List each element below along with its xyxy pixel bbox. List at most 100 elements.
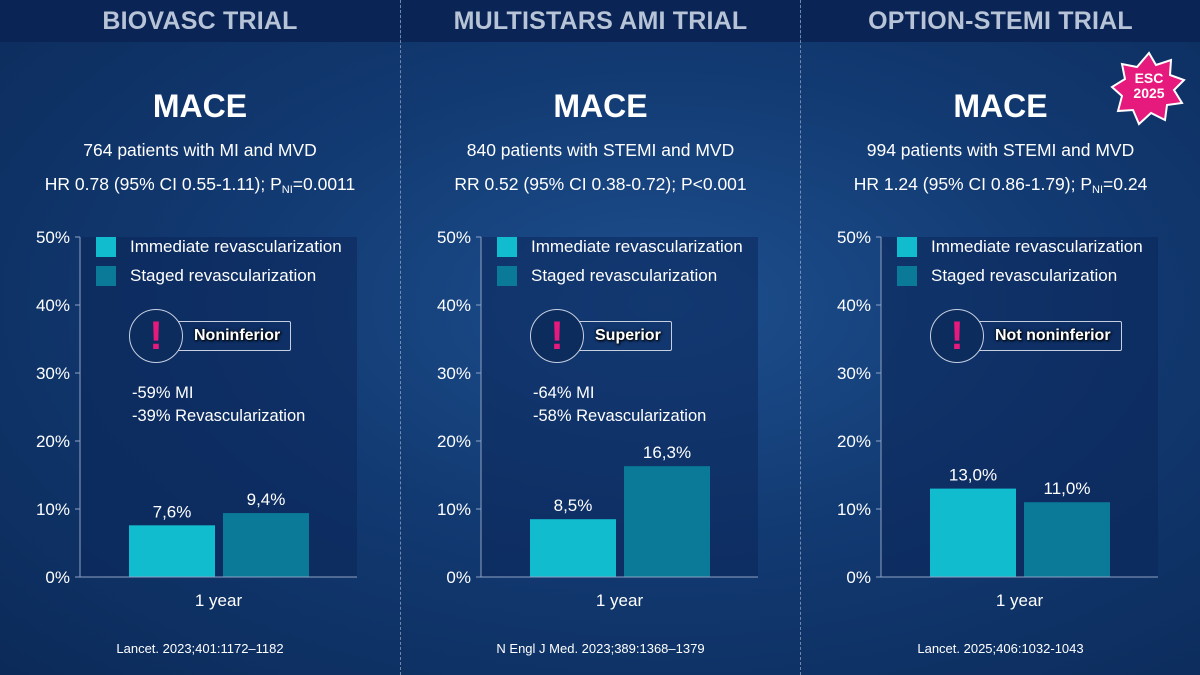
effects-list: -64% MI -58% Revascularization	[533, 382, 706, 428]
trial-panel-biovasc: 0% 10% 20% 30% 40% 50% 7,6% 9,4% 1 year BIOVASC …	[0, 0, 400, 675]
y-tick-label: 40%	[437, 296, 471, 315]
effects-list: -59% MI -39% Revascularization	[132, 382, 305, 428]
data-label: 8,5%	[554, 496, 593, 515]
exclamation-icon: !	[129, 309, 183, 363]
legend-label-staged: Staged revascularization	[130, 266, 317, 285]
legend-swatch-immediate	[96, 237, 116, 257]
esc-badge-text: ESC 2025	[1110, 71, 1188, 101]
stats-tail: =0.24	[1103, 174, 1148, 194]
y-tick-label: 50%	[437, 228, 471, 247]
x-category-label: 1 year	[996, 591, 1044, 610]
exclamation-icon: !	[530, 309, 584, 363]
bar-immediate	[530, 519, 616, 577]
bar-immediate	[129, 525, 215, 577]
trial-panel-option-stemi: 0% 10% 20% 30% 40% 50% 13,0% 11,0% 1 year OPTION…	[800, 0, 1200, 675]
legend-staged: Staged revascularization	[897, 266, 1117, 286]
data-label: 9,4%	[247, 490, 286, 509]
data-label: 13,0%	[949, 466, 997, 485]
legend-immediate: Immediate revascularization	[96, 237, 342, 257]
legend-swatch-staged	[497, 266, 517, 286]
plot-area	[881, 237, 1158, 577]
reference-citation: Lancet. 2025;406:1032-1043	[917, 641, 1084, 656]
bar-staged	[624, 466, 710, 577]
result-label: Not noninferior	[978, 321, 1122, 351]
bar-staged	[1024, 502, 1110, 577]
plot-area	[80, 237, 357, 577]
legend-label-immediate: Immediate revascularization	[931, 237, 1143, 256]
result-callout: ! Superior	[530, 309, 672, 363]
effect-item: -64% MI	[533, 384, 595, 402]
data-label: 7,6%	[153, 502, 192, 521]
x-category-label: 1 year	[596, 591, 644, 610]
y-tick-label: 10%	[437, 500, 471, 519]
y-tick-label: 30%	[36, 364, 70, 383]
legend-staged: Staged revascularization	[96, 266, 316, 286]
panel-header: OPTION-STEMI TRIAL	[801, 0, 1200, 42]
trial-title: MULTISTARS AMI TRIAL	[453, 6, 748, 35]
legend-immediate: Immediate revascularization	[897, 237, 1143, 257]
legend-swatch-immediate	[497, 237, 517, 257]
y-tick-label: 40%	[36, 296, 70, 315]
y-tick-label: 30%	[437, 364, 471, 383]
legend-staged: Staged revascularization	[497, 266, 717, 286]
esc-2025-badge: ESC 2025	[1110, 50, 1188, 128]
esc-badge-line1: ESC	[1134, 70, 1164, 86]
reference-citation: Lancet. 2023;401:1172–1182	[116, 641, 284, 656]
chart-biovasc: 0% 10% 20% 30% 40% 50% 7,6% 9,4% 1 year	[36, 228, 357, 610]
y-tick-label: 50%	[837, 228, 871, 247]
y-tick-label: 20%	[837, 432, 871, 451]
y-tick-label: 50%	[36, 228, 70, 247]
effect-item: -58% Revascularization	[533, 407, 707, 425]
y-tick-label: 0%	[846, 568, 871, 587]
legend-swatch-staged	[96, 266, 116, 286]
result-callout: ! Not noninferior	[930, 309, 1122, 363]
outcome-title: MACE	[553, 88, 648, 124]
population-text: 764 patients with MI and MVD	[83, 140, 317, 160]
result-callout: ! Noninferior	[129, 309, 292, 363]
effect-item: -39% Revascularization	[132, 407, 306, 425]
data-label: 16,3%	[643, 443, 691, 462]
bar-staged	[223, 513, 309, 577]
y-tick-label: 0%	[45, 568, 70, 587]
y-tick-label: 0%	[446, 568, 471, 587]
stats-main: HR 0.78 (95% CI 0.55-1.11); P	[44, 174, 282, 194]
exclamation-icon: !	[930, 309, 984, 363]
stats-text: HR 0.78 (95% CI 0.55-1.11); PNI=0.0011	[0, 174, 400, 196]
stats-text: RR 0.52 (95% CI 0.38-0.72); P<0.001	[401, 174, 800, 195]
trial-panel-multistars: 0% 10% 20% 30% 40% 50% 8,5% 16,3% 1 year MULTIST…	[400, 0, 800, 675]
panel-header: MULTISTARS AMI TRIAL	[401, 0, 800, 42]
result-label: Superior	[578, 321, 672, 351]
y-tick-label: 20%	[36, 432, 70, 451]
trial-title: BIOVASC TRIAL	[102, 6, 298, 35]
y-tick-label: 30%	[837, 364, 871, 383]
legend-label-immediate: Immediate revascularization	[130, 237, 342, 256]
legend-label-staged: Staged revascularization	[531, 266, 718, 285]
result-label: Noninferior	[177, 321, 292, 351]
population-text: 840 patients with STEMI and MVD	[466, 140, 735, 160]
x-category-label: 1 year	[195, 591, 243, 610]
data-label: 11,0%	[1044, 479, 1091, 498]
y-tick-label: 40%	[837, 296, 871, 315]
legend-label-staged: Staged revascularization	[931, 266, 1118, 285]
stats-sub: NI	[281, 184, 293, 196]
stats-main: HR 1.24 (95% CI 0.86-1.79); P	[853, 174, 1093, 194]
legend-swatch-immediate	[897, 237, 917, 257]
y-tick-label: 20%	[437, 432, 471, 451]
bar-immediate	[930, 488, 1016, 577]
effect-item: -59% MI	[132, 384, 194, 402]
stats-main: RR 0.52 (95% CI 0.38-0.72); P<0.001	[454, 174, 747, 194]
trial-title: OPTION-STEMI TRIAL	[868, 6, 1133, 35]
plot-area	[481, 237, 758, 577]
esc-badge-line2: 2025	[1133, 85, 1165, 101]
legend-immediate: Immediate revascularization	[497, 237, 743, 257]
panel-header: BIOVASC TRIAL	[0, 0, 400, 42]
stats-sub: NI	[1092, 184, 1104, 196]
star-badge-icon	[1110, 51, 1186, 126]
y-tick-label: 10%	[36, 500, 70, 519]
chart-multistars: 0% 10% 20% 30% 40% 50% 8,5% 16,3% 1 year	[437, 228, 758, 610]
reference-citation: N Engl J Med. 2023;389:1368–1379	[496, 641, 705, 656]
stats-tail: =0.0011	[292, 174, 356, 194]
stats-text: HR 1.24 (95% CI 0.86-1.79); PNI=0.24	[801, 174, 1200, 196]
legend-label-immediate: Immediate revascularization	[531, 237, 743, 256]
population-text: 994 patients with STEMI and MVD	[866, 140, 1135, 160]
